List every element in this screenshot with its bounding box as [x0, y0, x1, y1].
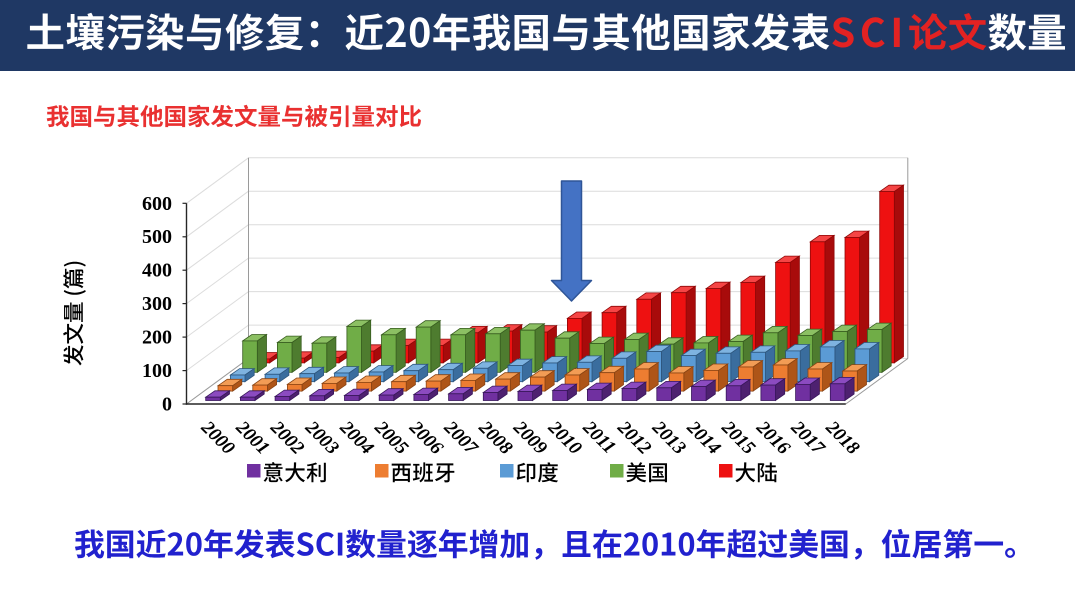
svg-text:400: 400: [142, 260, 172, 282]
svg-text:500: 500: [142, 226, 172, 248]
svg-text:0: 0: [162, 394, 172, 416]
svg-text:600: 600: [142, 193, 172, 215]
svg-text:100: 100: [142, 360, 172, 382]
svg-text:2009: 2009: [509, 416, 552, 459]
svg-text:2002: 2002: [266, 416, 309, 459]
svg-text:2001: 2001: [231, 416, 273, 458]
svg-text:2006: 2006: [404, 416, 447, 459]
svg-text:2008: 2008: [474, 416, 517, 459]
svg-text:200: 200: [142, 327, 172, 349]
svg-text:2014: 2014: [682, 416, 724, 458]
svg-text:2013: 2013: [647, 416, 689, 458]
svg-text:2005: 2005: [370, 416, 413, 459]
svg-text:2000: 2000: [196, 416, 239, 459]
svg-text:2016: 2016: [751, 416, 794, 459]
svg-text:2003: 2003: [300, 416, 342, 458]
svg-text:2010: 2010: [543, 416, 586, 459]
svg-text:2004: 2004: [335, 416, 377, 458]
svg-text:2017: 2017: [786, 416, 829, 459]
svg-text:2018: 2018: [821, 416, 864, 459]
svg-text:2011: 2011: [578, 416, 620, 458]
svg-text:300: 300: [142, 293, 172, 315]
svg-text:2012: 2012: [613, 416, 656, 459]
svg-text:2015: 2015: [717, 416, 760, 459]
svg-text:2007: 2007: [439, 416, 482, 459]
